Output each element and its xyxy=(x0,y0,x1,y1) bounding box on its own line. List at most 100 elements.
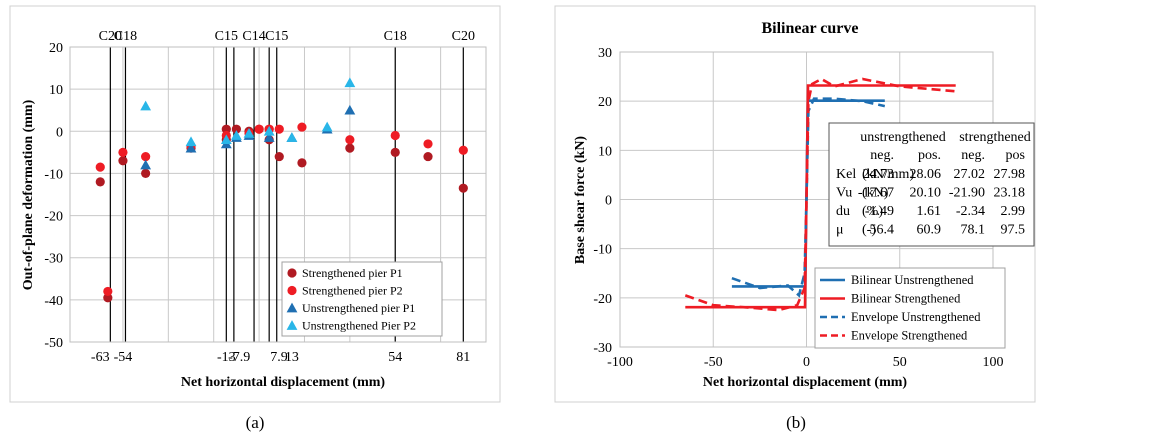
data-point xyxy=(274,151,284,162)
table-cell: 97.5 xyxy=(1001,223,1026,238)
x-tick-label: 13 xyxy=(285,350,299,365)
data-point xyxy=(220,134,232,145)
legend-marker xyxy=(287,268,297,278)
table-row-param: Vu xyxy=(836,186,852,201)
data-point xyxy=(297,122,307,132)
data-point xyxy=(185,136,197,147)
x-tick-label: -13 xyxy=(217,350,236,365)
table-col-header: neg. xyxy=(870,148,894,163)
table-cell: 24.73 xyxy=(863,167,895,182)
legend-marker xyxy=(287,285,297,296)
chart-a-points xyxy=(95,77,468,303)
table-cell: 28.06 xyxy=(910,167,942,182)
legend-entry: Strengthened pier P2 xyxy=(302,284,403,298)
chart-b-xlabel: Net horizontal displacement (mm) xyxy=(703,375,907,390)
x-tick-label: 81 xyxy=(456,350,470,365)
chart-a-frame xyxy=(9,5,501,403)
data-point xyxy=(118,156,128,166)
data-point xyxy=(458,183,468,193)
chart-a-legend: Strengthened pier P1 Strengthened pier P2… xyxy=(281,261,443,337)
table-group-header: strengthened xyxy=(959,130,1031,145)
chart-b-title: Bilinear curve xyxy=(761,20,858,37)
x-tick-label: -50 xyxy=(704,355,723,370)
data-point xyxy=(243,127,255,138)
chart-b-parameter-table: unstrengthened strengthened neg. pos. neg. po… xyxy=(828,122,1035,247)
legend-entry: Envelope Strengthened xyxy=(851,329,968,343)
y-tick-label: 0 xyxy=(605,194,612,209)
data-point xyxy=(263,125,275,136)
legend-entry: Unstrengthened Pier P2 xyxy=(302,319,416,333)
x-tick-label: 54 xyxy=(388,350,402,365)
table-col-header: neg. xyxy=(961,148,985,163)
data-point xyxy=(103,286,113,297)
table-cell: 2.99 xyxy=(1001,204,1026,219)
y-tick-label: -30 xyxy=(593,341,612,356)
x-tick-label: -7.9 xyxy=(228,350,250,365)
table-cell: 27.98 xyxy=(994,167,1026,182)
x-tick-label: 100 xyxy=(983,355,1004,370)
data-point xyxy=(95,162,105,172)
y-tick-label: 20 xyxy=(49,41,63,56)
panel-label-b: (b) xyxy=(786,413,806,432)
table-col-header: pos xyxy=(1006,148,1025,163)
plot-area-a xyxy=(69,46,487,343)
data-point xyxy=(118,147,128,157)
reference-line-label: C18 xyxy=(114,29,137,44)
legend-entry: Envelope Unstrengthened xyxy=(851,310,981,324)
reference-line-label: C18 xyxy=(384,29,407,44)
data-point xyxy=(141,168,151,179)
table-cell: 56.4 xyxy=(870,223,895,238)
x-tick-label: 50 xyxy=(893,355,907,370)
legend-box xyxy=(281,261,443,337)
y-tick-label: -10 xyxy=(593,243,612,258)
data-point xyxy=(231,130,242,140)
data-point xyxy=(221,124,231,134)
panel-label-a: (a) xyxy=(246,413,265,432)
data-point xyxy=(141,151,151,162)
data-point xyxy=(345,135,355,145)
table-cell: -21.90 xyxy=(949,186,985,201)
table-cell: 1.61 xyxy=(917,204,942,219)
data-point xyxy=(390,147,400,157)
y-tick-label: -20 xyxy=(593,292,612,307)
data-point xyxy=(103,293,113,303)
chart-a-axes: 20 10 0 -10 -20 -30 -40 -50 -63 -54 -13-7.9 7.913 54… xyxy=(44,41,487,365)
reference-line-label: C15 xyxy=(265,29,288,44)
x-tick-label: -100 xyxy=(607,355,633,370)
table-row-unit: (-) xyxy=(862,223,876,238)
y-tick-label: -10 xyxy=(44,167,63,182)
chart-a-xlabel: Net horizontal displacement (mm) xyxy=(181,375,385,390)
x-tick-label: -63 xyxy=(91,350,110,365)
table-row-param: Kel xyxy=(836,167,856,182)
series-line xyxy=(731,97,886,298)
table-cell: -1.49 xyxy=(865,204,894,219)
chart-b-legend: Bilinear Unstrengthened Bilinear Strength… xyxy=(814,267,1006,349)
chart-b-ylabel: Base shear force (kN) xyxy=(573,136,588,265)
x-tick-label: -54 xyxy=(114,350,133,365)
table-cell: -17.67 xyxy=(858,186,894,201)
legend-marker xyxy=(286,320,298,330)
x-tick-label: 0 xyxy=(803,355,810,370)
table-cell: 27.02 xyxy=(954,167,986,182)
y-tick-label: -30 xyxy=(44,252,63,267)
table-row-param: du xyxy=(836,204,850,219)
data-point xyxy=(390,130,400,141)
table-row-unit: (kN/mm) xyxy=(862,167,914,182)
y-tick-label: 20 xyxy=(598,95,612,110)
y-tick-label: -50 xyxy=(44,336,63,351)
table-row-unit: (%) xyxy=(862,204,883,219)
data-point xyxy=(254,124,264,134)
table-col-header: pos. xyxy=(918,148,941,163)
data-point xyxy=(321,121,333,132)
table-cell: 23.18 xyxy=(994,186,1026,201)
table-row-unit: (kN) xyxy=(862,186,889,201)
legend-entry: Strengthened pier P1 xyxy=(302,266,403,280)
table-group-header: unstrengthened xyxy=(860,130,946,145)
data-point xyxy=(423,139,433,149)
legend-entry: Bilinear Strengthened xyxy=(851,292,961,306)
data-point xyxy=(344,104,356,115)
data-point xyxy=(458,145,468,155)
